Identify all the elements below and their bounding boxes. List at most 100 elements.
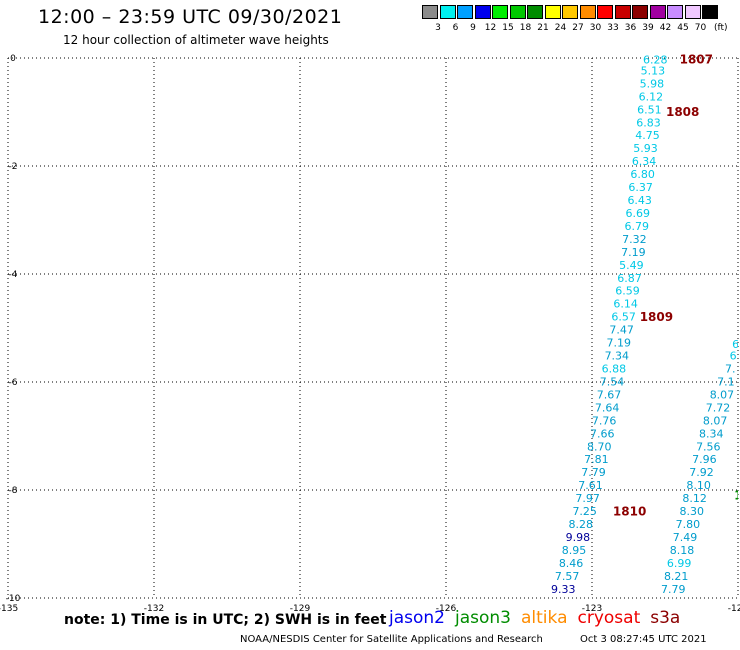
legend-swatch-33: [597, 5, 613, 19]
legend-swatch-36: [614, 5, 631, 19]
wave-height-value: 6.43: [627, 194, 652, 207]
x-tick-label: -129: [290, 604, 311, 614]
legend-swatch-70: [684, 5, 701, 19]
time-labels: 1807 1808 1809 1810 143: [613, 53, 740, 519]
y-tick-label: -10: [6, 594, 21, 604]
wave-height-value: 6.83: [636, 116, 661, 129]
wave-height-value: 9.33: [551, 583, 576, 596]
wave-height-value: 6.34: [632, 155, 657, 168]
wave-height-value: 7.25: [572, 505, 597, 518]
pass-time-label: 143: [734, 488, 740, 502]
legend-level-label: 70: [694, 23, 707, 33]
legend-level-label: 21: [537, 23, 549, 33]
wave-height-value: 6.59: [615, 285, 640, 298]
wave-height-value: 7.79: [661, 583, 686, 596]
wave-height-value: 7.57: [555, 570, 580, 583]
wave-height-value: 7.96: [692, 453, 717, 466]
wave-height-value: 7.79: [581, 466, 606, 479]
satellite-legend: jason2 jason3 altika cryosat s3a: [389, 608, 690, 628]
legend-swatch-24: [544, 5, 561, 19]
wave-height-value: 6.87: [617, 272, 642, 285]
wave-height-value: 7.64: [595, 401, 620, 414]
footnote: note: 1) Time is in UTC; 2) SWH is in fe…: [64, 612, 387, 628]
legend-swatch-39: [632, 5, 648, 19]
legend-level-label: 42: [659, 23, 672, 33]
wave-height-value: 8.95: [562, 544, 587, 557]
legend-unit-label: (ft): [714, 23, 728, 33]
legend-level-label: 33: [607, 23, 619, 33]
wave-height-value: 6.69: [625, 207, 650, 220]
x-tick-label: -120: [728, 604, 740, 614]
wave-height-value: 6.99: [667, 557, 692, 570]
wave-height-value: 7.97: [575, 492, 600, 505]
y-tick-label: -8: [9, 486, 18, 496]
wave-height-value: 7.34: [605, 350, 630, 363]
wave-height-value: 5.93: [633, 142, 658, 155]
wave-height-value: 8.34: [699, 427, 724, 440]
wave-height-value: 7.19: [607, 337, 632, 350]
wave-height-value: 8.21: [664, 570, 689, 583]
wave-height-value: 6.79: [625, 220, 650, 233]
legend-level-label: 9: [470, 23, 476, 33]
wave-height-value: 7.80: [676, 518, 701, 531]
wave-height-value: 5.98: [640, 77, 665, 90]
legend-swatch-max: [702, 5, 718, 19]
legend-level-label: 3: [435, 23, 441, 33]
wave-height-value: 7.49: [673, 531, 698, 544]
wave-height-value: 6.51: [637, 103, 662, 116]
x-tick-label: -135: [0, 604, 18, 614]
legend-swatch-3: [422, 5, 438, 19]
pass-time-label: 1807: [680, 53, 713, 67]
generated-timestamp: Oct 3 08:27:45 UTC 2021: [580, 634, 707, 645]
wave-height-value: 6.28: [643, 54, 668, 67]
satellite-jason3: jason3: [455, 608, 511, 628]
wave-height-value: 6.57: [611, 311, 636, 324]
pass-time-label: 1810: [613, 505, 646, 519]
wave-height-value: 5.13: [641, 64, 666, 77]
legend-level-label: 27: [572, 23, 584, 33]
wave-height-value: 7.76: [592, 414, 617, 427]
legend-level-label: 36: [624, 23, 637, 33]
wave-height-value: 7.66: [590, 427, 615, 440]
chart-subtitle: 12 hour collection of altimeter wave hei…: [63, 33, 329, 47]
wave-height-value: 8.30: [680, 505, 705, 518]
wave-height-value: 6.37: [628, 181, 653, 194]
wave-height-value: 7.72: [706, 401, 731, 414]
x-tick-label: -126: [436, 604, 457, 614]
wave-height-value: 8.70: [587, 440, 612, 453]
legend-level-label: 18: [519, 23, 532, 33]
legend-swatch-9: [457, 5, 473, 19]
legend-level-label: 12: [484, 23, 497, 33]
legend-level-label: 6: [452, 23, 459, 33]
legend-level-label: 24: [554, 23, 567, 33]
wave-height-value: 7.61: [578, 479, 603, 492]
legend-swatch-42: [649, 5, 666, 19]
data-values: 6.285.135.986.126.516.834.755.936.346.80…: [551, 54, 738, 596]
pass-time-label: 1809: [640, 310, 673, 324]
satellite-cryosat: cryosat: [577, 608, 641, 628]
wave-height-value: 7.92: [689, 466, 714, 479]
legend-level-label: 45: [677, 23, 689, 33]
wave-height-value: 8.18: [670, 544, 695, 557]
x-tick-label: -123: [582, 604, 602, 614]
legend-swatch-15: [492, 5, 508, 19]
wave-height-value: 7.56: [696, 440, 721, 453]
wave-height-value: 7.81: [584, 453, 609, 466]
x-tick-label: -132: [144, 604, 164, 614]
wave-height-value: 7.67: [597, 388, 622, 401]
wave-height-value: 8.07: [710, 388, 735, 401]
wave-height-value: 6: [730, 350, 737, 363]
wave-height-value: 7.: [725, 363, 736, 376]
wave-height-value: 7.32: [622, 233, 647, 246]
wave-height-value: 7.54: [600, 375, 625, 388]
wave-height-value: 6.80: [630, 168, 655, 181]
wave-height-value: 6.12: [639, 90, 664, 103]
wave-height-value: 8.07: [703, 414, 728, 427]
y-tick-label: -6: [9, 378, 18, 388]
legend-swatch-27: [562, 5, 578, 19]
wave-height-value: 6.14: [613, 298, 638, 311]
legend-swatch-21: [527, 5, 543, 19]
wave-height-value: 7.1: [717, 375, 735, 388]
legend-swatch-18: [509, 5, 526, 19]
